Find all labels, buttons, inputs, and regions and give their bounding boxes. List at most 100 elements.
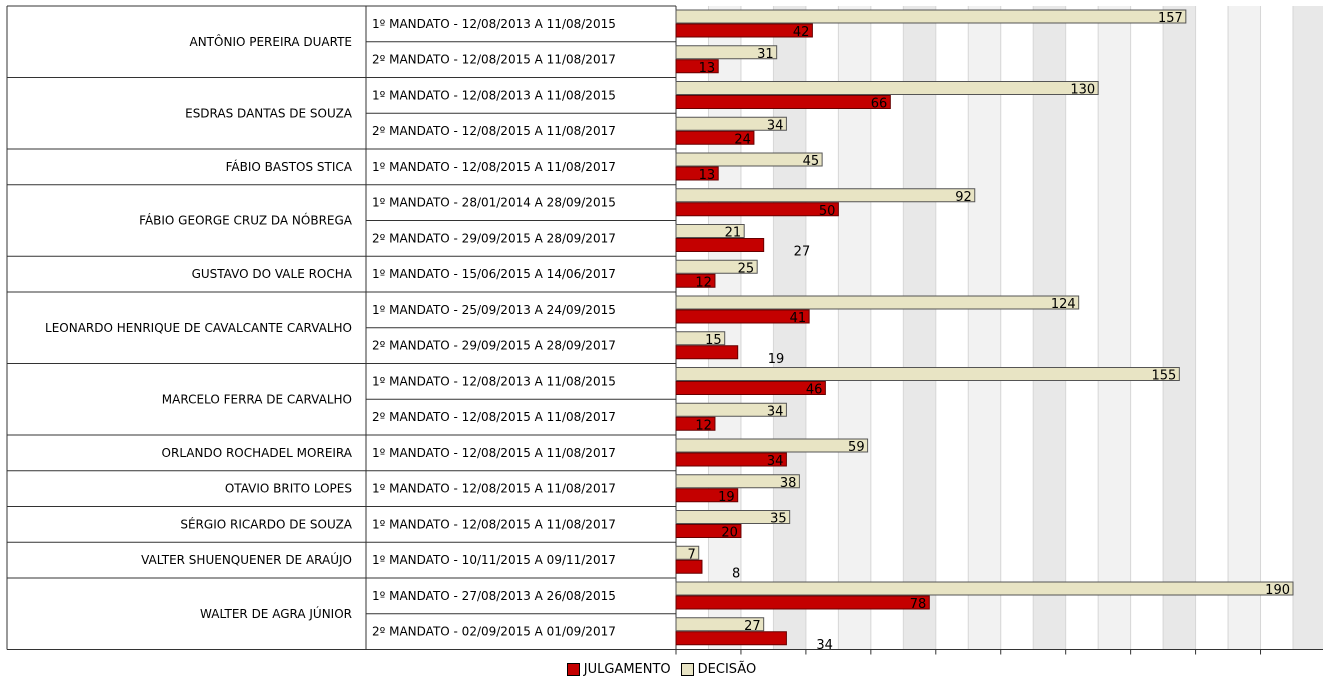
bar-julgamento <box>675 309 810 324</box>
label-julgamento: 27 <box>794 245 811 260</box>
grid-band <box>903 6 936 650</box>
bar-julgamento <box>675 345 739 360</box>
bar-julgamento <box>675 595 930 610</box>
label-julgamento: 50 <box>819 204 836 219</box>
label-julgamento: 20 <box>721 526 738 541</box>
label-decisao: 190 <box>1265 583 1290 598</box>
label-decisao: 124 <box>1051 297 1076 312</box>
bar-decisao <box>675 188 976 203</box>
label-julgamento: 12 <box>695 418 712 433</box>
label-decisao: 38 <box>780 476 797 491</box>
bar-decisao <box>675 510 791 524</box>
grid-band <box>968 6 1001 650</box>
bar-decisao <box>675 45 778 60</box>
bar-decisao <box>675 402 787 417</box>
mandate-label: 1º MANDATO - 27/08/2013 A 26/08/2015 <box>372 589 616 603</box>
mandate-label: 1º MANDATO - 12/08/2013 A 11/08/2015 <box>372 17 616 31</box>
mandate-label: 1º MANDATO - 12/08/2015 A 11/08/2017 <box>372 160 616 174</box>
label-decisao: 27 <box>744 619 761 634</box>
label-decisao: 15 <box>705 333 722 348</box>
legend-label-julgamento: JULGAMENTO <box>583 662 671 677</box>
label-julgamento: 13 <box>699 61 716 76</box>
member-name: GUSTAVO DO VALE ROCHA <box>192 267 353 281</box>
label-decisao: 34 <box>767 404 784 419</box>
mandate-label: 2º MANDATO - 12/08/2015 A 11/08/2017 <box>372 124 616 138</box>
bar-julgamento <box>675 273 716 288</box>
member-name: FÁBIO BASTOS STICA <box>226 159 353 174</box>
member-name: FÁBIO GEORGE CRUZ DA NÓBREGA <box>139 213 353 228</box>
member-name: MARCELO FERRA DE CARVALHO <box>162 392 352 406</box>
bar-decisao <box>675 617 765 632</box>
label-decisao: 157 <box>1158 11 1183 26</box>
bar-decisao <box>675 367 1180 381</box>
member-name: LEONARDO HENRIQUE DE CAVALCANTE CARVALHO <box>45 321 352 335</box>
label-julgamento: 34 <box>816 638 833 653</box>
bar-decisao <box>675 224 745 238</box>
label-decisao: 155 <box>1152 369 1177 384</box>
bar-decisao <box>675 545 700 560</box>
mandate-label: 1º MANDATO - 28/01/2014 A 28/09/2015 <box>372 196 616 210</box>
bar-julgamento <box>675 23 813 38</box>
label-julgamento: 41 <box>790 311 807 326</box>
grid-band <box>838 6 871 650</box>
bar-decisao <box>675 259 758 274</box>
legend-swatch-julgamento <box>566 663 580 676</box>
member-name: ESDRAS DANTAS DE SOUZA <box>185 106 353 120</box>
bar-julgamento <box>675 130 755 145</box>
bar-decisao <box>675 438 869 453</box>
bar-decisao <box>675 152 823 167</box>
label-julgamento: 24 <box>734 132 751 147</box>
mandate-label: 1º MANDATO - 10/11/2015 A 09/11/2017 <box>372 553 616 567</box>
grid-band <box>708 6 741 650</box>
label-julgamento: 34 <box>767 454 784 469</box>
legend-item-decisao: DECISÃO <box>680 662 757 677</box>
grid-band <box>1163 6 1196 650</box>
mandate-label: 1º MANDATO - 12/08/2013 A 11/08/2015 <box>372 88 616 102</box>
grid-band <box>1033 6 1066 650</box>
label-decisao: 35 <box>770 512 787 527</box>
label-julgamento: 13 <box>699 168 716 183</box>
label-decisao: 21 <box>725 226 742 241</box>
mandate-label: 2º MANDATO - 29/09/2015 A 28/09/2017 <box>372 231 616 245</box>
bar-julgamento <box>675 416 716 431</box>
label-julgamento: 12 <box>695 275 712 290</box>
label-decisao: 59 <box>848 440 865 455</box>
bar-decisao <box>675 9 1187 24</box>
mandate-label: 1º MANDATO - 12/08/2015 A 11/08/2017 <box>372 446 616 460</box>
grid-band <box>1098 6 1131 650</box>
mandate-label: 1º MANDATO - 25/09/2013 A 24/09/2015 <box>372 303 616 317</box>
mandate-label: 1º MANDATO - 15/06/2015 A 14/06/2017 <box>372 267 616 281</box>
label-decisao: 34 <box>767 118 784 133</box>
label-decisao: 25 <box>738 261 755 276</box>
label-julgamento: 19 <box>768 352 785 367</box>
member-name: OTAVIO BRITO LOPES <box>225 482 352 496</box>
label-julgamento: 8 <box>732 566 740 581</box>
bar-julgamento <box>675 202 839 217</box>
label-decisao: 130 <box>1070 83 1095 98</box>
bar-julgamento <box>675 238 765 252</box>
bar-decisao <box>675 331 726 346</box>
label-julgamento: 66 <box>871 97 888 112</box>
mandate-label: 1º MANDATO - 12/08/2015 A 11/08/2017 <box>372 517 616 531</box>
mandate-label: 1º MANDATO - 12/08/2015 A 11/08/2017 <box>372 482 616 496</box>
mandate-label: 2º MANDATO - 29/09/2015 A 28/09/2017 <box>372 339 616 353</box>
member-name: VALTER SHUENQUENER DE ARAÚJO <box>141 552 352 567</box>
label-julgamento: 78 <box>910 597 927 612</box>
member-name: ANTÔNIO PEREIRA DUARTE <box>190 34 353 49</box>
label-decisao: 92 <box>955 190 972 205</box>
label-decisao: 31 <box>757 47 774 62</box>
grid-band <box>1228 6 1261 650</box>
bar-decisao <box>675 81 1099 95</box>
mandate-label: 2º MANDATO - 02/09/2015 A 01/09/2017 <box>372 625 616 639</box>
legend-label-decisao: DECISÃO <box>697 662 757 677</box>
label-julgamento: 19 <box>718 490 735 505</box>
member-name: WALTER DE AGRA JÚNIOR <box>200 606 352 621</box>
mandate-label: 1º MANDATO - 12/08/2013 A 11/08/2015 <box>372 374 616 388</box>
bar-julgamento <box>675 59 719 74</box>
bar-julgamento <box>675 631 787 646</box>
label-decisao: 7 <box>687 547 695 562</box>
chart-legend: JULGAMENTO DECISÃO <box>0 662 1323 677</box>
legend-item-julgamento: JULGAMENTO <box>566 662 671 677</box>
bar-decisao <box>675 474 800 489</box>
bar-julgamento <box>675 488 739 503</box>
